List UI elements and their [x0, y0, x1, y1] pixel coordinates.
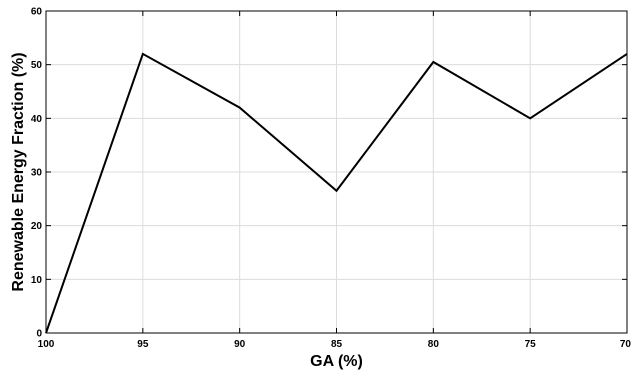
- y-tick-label: 0: [36, 329, 42, 340]
- x-tick-label: 70: [620, 339, 632, 350]
- x-axis-title: GA (%): [310, 353, 363, 370]
- x-axis-ticks: 100 95 90 85 80 75 70: [38, 11, 632, 350]
- x-tick-label: 90: [234, 339, 246, 350]
- y-tick-label: 50: [31, 60, 43, 71]
- y-axis-title: Renewable Energy Fraction (%): [10, 52, 27, 291]
- x-tick-label: 75: [525, 339, 537, 350]
- y-tick-label: 20: [31, 221, 43, 232]
- y-axis-ticks: 0 10 20 30 40 50 60: [31, 7, 627, 340]
- y-tick-label: 30: [31, 168, 43, 179]
- y-tick-label: 60: [31, 7, 43, 18]
- x-tick-label: 95: [137, 339, 149, 350]
- grid-lines: [46, 11, 627, 333]
- x-tick-label: 100: [38, 339, 55, 350]
- y-tick-label: 40: [31, 114, 43, 125]
- series-group: [45, 52, 628, 334]
- x-tick-label: 80: [428, 339, 440, 350]
- y-tick-label: 10: [31, 275, 43, 286]
- x-tick-label: 85: [331, 339, 343, 350]
